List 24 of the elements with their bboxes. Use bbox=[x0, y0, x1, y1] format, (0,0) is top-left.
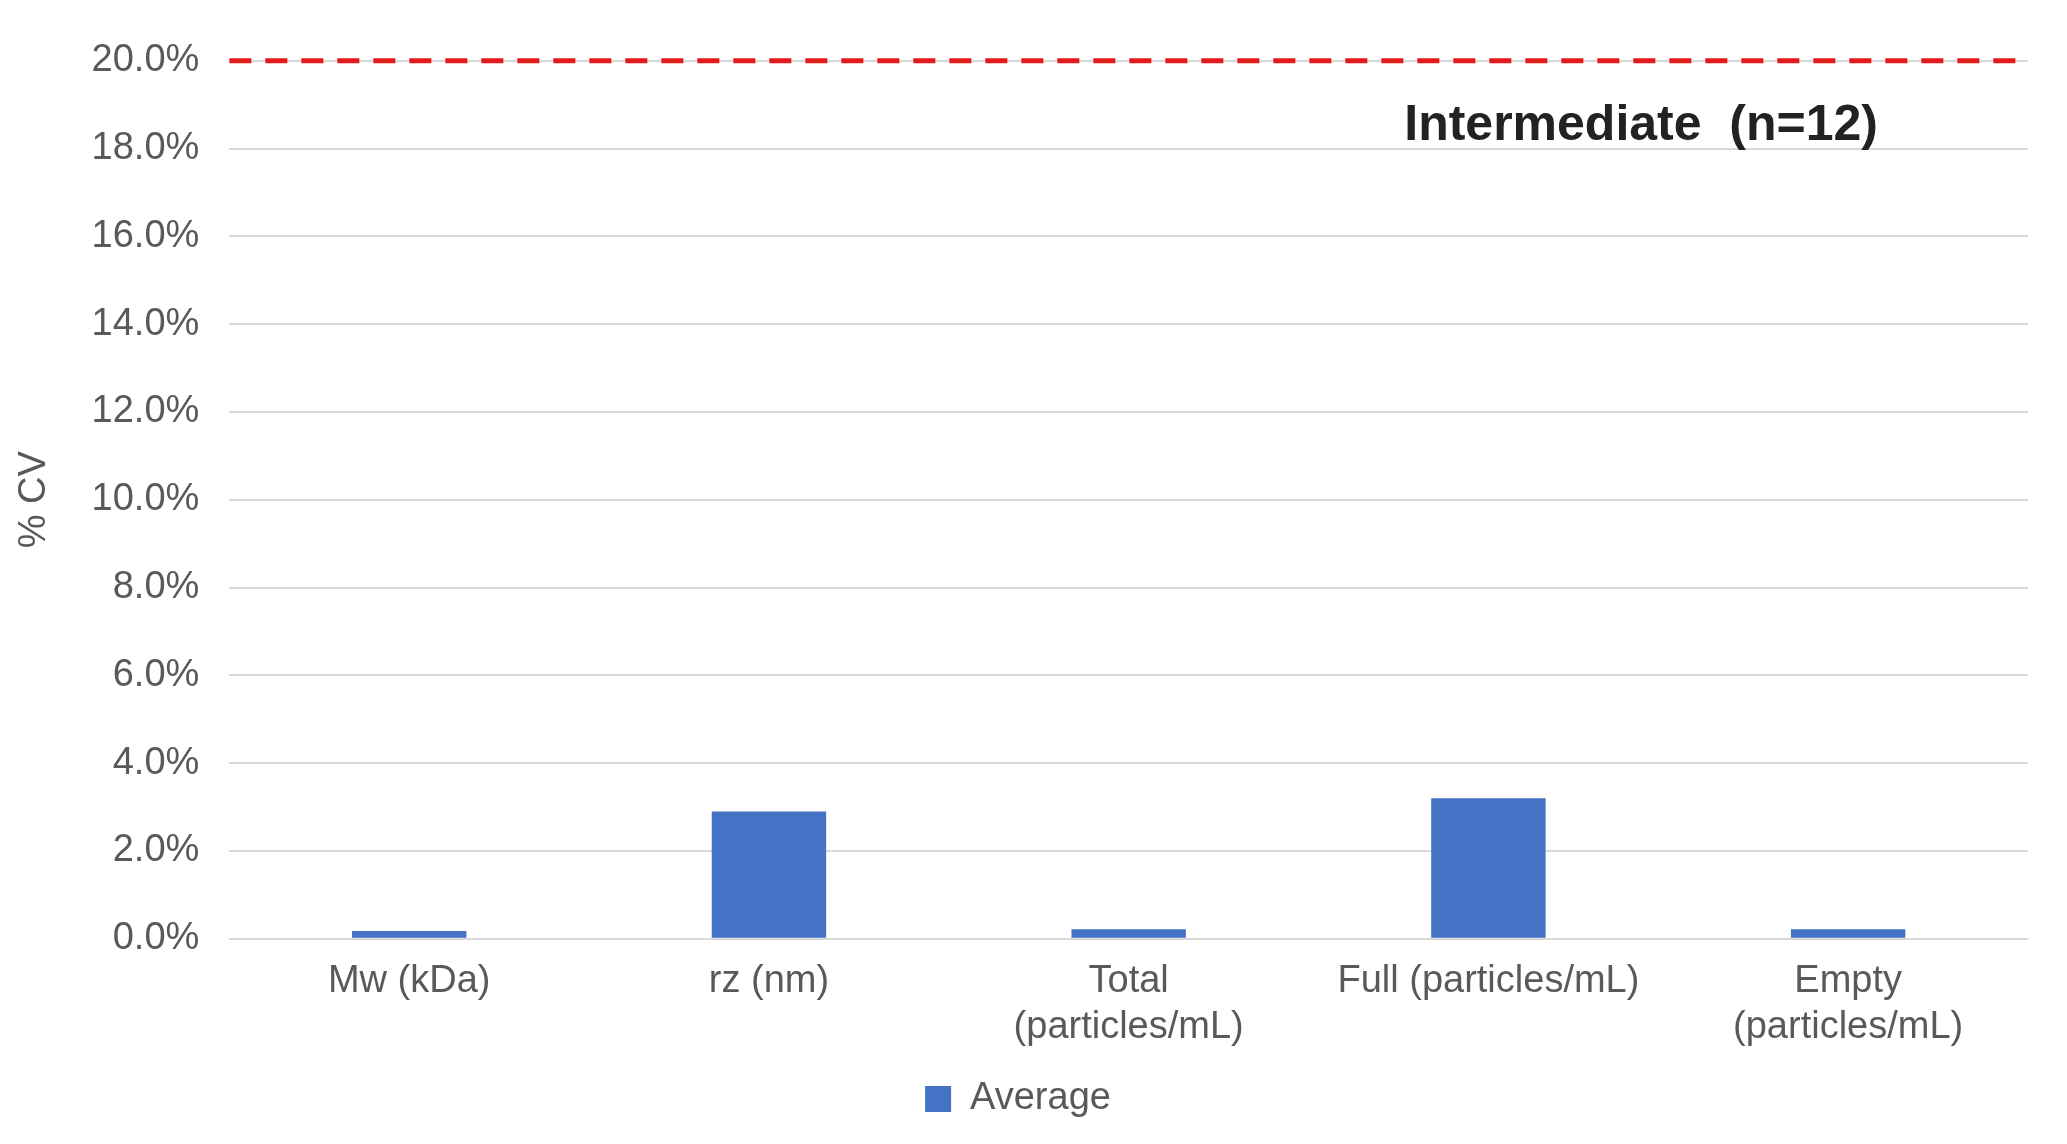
bar bbox=[1790, 929, 1906, 938]
x-tick-label: Full (particles/mL) bbox=[1337, 958, 1640, 1001]
y-tick-label: 8.0% bbox=[112, 564, 200, 607]
x-tick-label: Empty (particles/mL) bbox=[1733, 958, 1964, 1046]
bar bbox=[711, 811, 827, 938]
x-tick-label: Mw (kDa) bbox=[327, 958, 491, 1001]
bar bbox=[1071, 929, 1186, 938]
y-tick-label: 14.0% bbox=[91, 300, 200, 343]
y-tick-label: 20.0% bbox=[91, 37, 200, 80]
bar bbox=[352, 930, 467, 938]
y-tick-label: 12.0% bbox=[91, 388, 200, 431]
legend-label: Average bbox=[970, 1075, 1111, 1118]
y-tick-label: 0.0% bbox=[112, 915, 200, 958]
x-tick-label: rz (nm) bbox=[708, 958, 830, 1001]
y-tick-label: 10.0% bbox=[91, 476, 200, 519]
bar bbox=[1431, 798, 1546, 938]
y-tick-label: 4.0% bbox=[112, 739, 200, 782]
y-tick-label: 2.0% bbox=[112, 827, 200, 870]
y-tick-label: 16.0% bbox=[91, 212, 200, 255]
y-tick-label: 18.0% bbox=[91, 125, 200, 168]
annotation: Intermediate (n=12) bbox=[1404, 94, 1878, 151]
y-tick-label: 6.0% bbox=[112, 651, 200, 694]
x-tick-label: Total (particles/mL) bbox=[1013, 958, 1244, 1046]
y-axis-title: % CV bbox=[11, 450, 54, 549]
